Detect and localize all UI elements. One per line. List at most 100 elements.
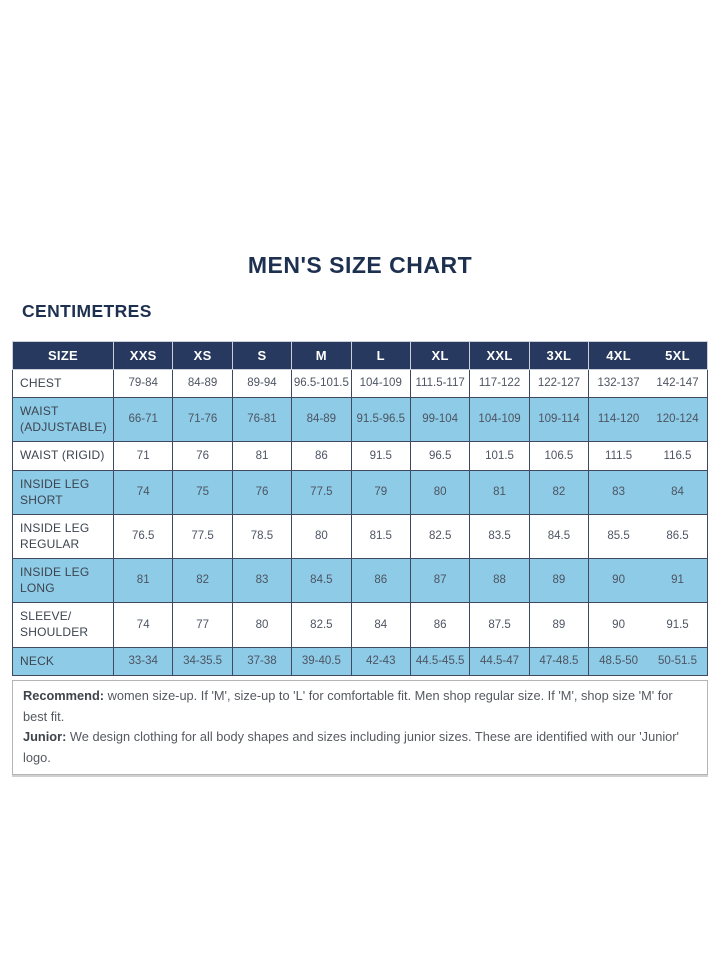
junior-note-text: We design clothing for all body shapes a… xyxy=(23,729,679,765)
column-header-s: S xyxy=(231,340,293,370)
size-cell: 142-147 xyxy=(648,368,709,399)
row-label: SLEEVE/ SHOULDER xyxy=(12,602,114,648)
column-header-xs: XS xyxy=(172,340,233,370)
size-cell: 42-43 xyxy=(350,646,411,677)
size-cell: 88 xyxy=(469,558,530,604)
size-cell: 33-34 xyxy=(112,646,174,677)
row-label: CHEST xyxy=(12,368,114,399)
size-cell: 81 xyxy=(231,441,293,471)
size-cell: 86 xyxy=(291,441,352,471)
size-cell: 111.5 xyxy=(588,441,649,471)
units-heading: CENTIMETRES xyxy=(22,301,152,322)
size-cell: 79-84 xyxy=(112,368,174,399)
size-cell: 91.5-96.5 xyxy=(350,397,411,443)
row-label: WAIST (ADJUSTABLE) xyxy=(12,397,114,443)
size-cell: 90 xyxy=(588,602,649,648)
size-cell: 90 xyxy=(588,558,649,604)
size-cell: 78.5 xyxy=(231,514,293,560)
size-cell: 96.5-101.5 xyxy=(291,368,352,399)
row-label: NECK xyxy=(12,646,114,677)
size-cell: 80 xyxy=(231,602,293,648)
size-table: SIZE XXS XS S M L XL XXL 3XL 4XL 5XL CHEST 79-84 84-… xyxy=(12,340,709,677)
size-cell: 84.5 xyxy=(528,514,590,560)
size-cell: 101.5 xyxy=(469,441,530,471)
size-chart-page: MEN'S SIZE CHART CENTIMETRES SIZE XXS XS S M… xyxy=(12,252,709,776)
size-cell: 48.5-50 xyxy=(588,646,649,677)
size-cell: 37-38 xyxy=(231,646,293,677)
size-cell: 66-71 xyxy=(112,397,174,443)
size-cell: 132-137 xyxy=(588,368,649,399)
table-row: INSIDE LEG REGULAR 76.5 77.5 78.5 80 81.5 82.5… xyxy=(12,514,709,560)
size-cell: 109-114 xyxy=(528,397,590,443)
size-cell: 75 xyxy=(172,469,233,516)
size-cell: 87 xyxy=(409,558,471,604)
column-header-5xl: 5XL xyxy=(648,340,709,370)
junior-note-label: Junior: xyxy=(23,729,67,745)
size-cell: 84 xyxy=(350,602,411,648)
size-cell: 122-127 xyxy=(528,368,590,399)
size-cell: 86 xyxy=(409,602,471,648)
size-cell: 120-124 xyxy=(648,397,709,443)
size-cell: 91.5 xyxy=(648,602,709,648)
size-cell: 96.5 xyxy=(409,441,471,471)
size-cell: 47-48.5 xyxy=(528,646,590,677)
size-cell: 76 xyxy=(231,469,293,516)
size-cell: 82 xyxy=(528,469,590,516)
size-cell: 83 xyxy=(231,558,293,604)
table-row: WAIST (RIGID) 71 76 81 86 91.5 96.5 101.5 106.5 1… xyxy=(12,441,709,471)
size-cell: 34-35.5 xyxy=(172,646,233,677)
size-cell: 76.5 xyxy=(112,514,174,560)
table-header-row: SIZE XXS XS S M L XL XXL 3XL 4XL 5XL xyxy=(12,340,709,370)
column-header-xl: XL xyxy=(409,340,471,370)
size-cell: 82.5 xyxy=(291,602,352,648)
column-header-xxs: XXS xyxy=(112,340,174,370)
table-row: NECK 33-34 34-35.5 37-38 39-40.5 42-43 44.5-45… xyxy=(12,646,709,677)
size-cell: 104-109 xyxy=(350,368,411,399)
size-cell: 85.5 xyxy=(588,514,649,560)
column-header-xxl: XXL xyxy=(469,340,530,370)
size-cell: 77 xyxy=(172,602,233,648)
size-cell: 84-89 xyxy=(291,397,352,443)
junior-note: Junior: We design clothing for all body … xyxy=(23,727,697,768)
table-row: INSIDE LEG SHORT 74 75 76 77.5 79 80 81 82 83 84 xyxy=(12,469,709,516)
row-label: INSIDE LEG LONG xyxy=(12,558,114,604)
size-cell: 44.5-47 xyxy=(469,646,530,677)
size-cell: 81 xyxy=(469,469,530,516)
size-cell: 77.5 xyxy=(291,469,352,516)
column-header-4xl: 4XL xyxy=(588,340,649,370)
column-header-size: SIZE xyxy=(12,340,114,370)
size-cell: 86.5 xyxy=(648,514,709,560)
size-cell: 82 xyxy=(172,558,233,604)
size-cell: 71 xyxy=(112,441,174,471)
size-cell: 84-89 xyxy=(172,368,233,399)
size-cell: 76 xyxy=(172,441,233,471)
recommend-note: Recommend: women size-up. If 'M', size-u… xyxy=(23,686,697,727)
size-cell: 87.5 xyxy=(469,602,530,648)
size-cell: 50-51.5 xyxy=(648,646,709,677)
page-title: MEN'S SIZE CHART xyxy=(247,252,473,278)
size-cell: 79 xyxy=(350,469,411,516)
column-header-m: M xyxy=(291,340,352,370)
size-cell: 111.5-117 xyxy=(409,368,471,399)
size-cell: 114-120 xyxy=(588,397,649,443)
recommend-note-label: Recommend: xyxy=(23,688,105,704)
row-label: INSIDE LEG SHORT xyxy=(12,469,114,516)
notes-box: Recommend: women size-up. If 'M', size-u… xyxy=(12,680,708,776)
size-cell: 81 xyxy=(112,558,174,604)
size-cell: 80 xyxy=(291,514,352,560)
size-cell: 116.5 xyxy=(648,441,709,471)
table-row: CHEST 79-84 84-89 89-94 96.5-101.5 104-109 111… xyxy=(12,368,709,399)
size-cell: 74 xyxy=(112,602,174,648)
size-cell: 91.5 xyxy=(350,441,411,471)
size-cell: 117-122 xyxy=(469,368,530,399)
size-cell: 77.5 xyxy=(172,514,233,560)
size-cell: 71-76 xyxy=(172,397,233,443)
size-cell: 82.5 xyxy=(409,514,471,560)
size-cell: 81.5 xyxy=(350,514,411,560)
size-cell: 89 xyxy=(528,558,590,604)
size-cell: 86 xyxy=(350,558,411,604)
table-row: WAIST (ADJUSTABLE) 66-71 71-76 76-81 84-89 91… xyxy=(12,397,709,443)
size-cell: 80 xyxy=(409,469,471,516)
size-cell: 89 xyxy=(528,602,590,648)
recommend-note-text: women size-up. If 'M', size-up to 'L' fo… xyxy=(23,688,673,724)
